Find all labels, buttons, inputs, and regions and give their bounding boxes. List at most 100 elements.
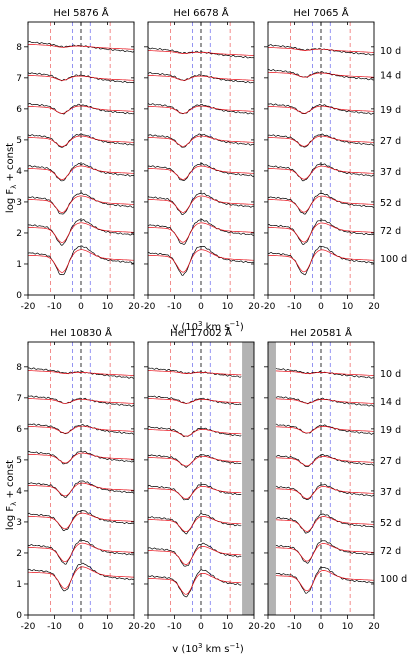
x-tick-label: 0 (78, 302, 84, 312)
y-axis-label-top: log Fλ + const (5, 143, 18, 213)
y-tick-label: 5 (16, 456, 22, 466)
model-spectrum (28, 249, 135, 273)
model-spectrum (275, 456, 374, 467)
x-tick-label: 10 (102, 622, 114, 632)
epoch-label: 10 d (380, 369, 401, 380)
y-tick-label: 0 (16, 611, 22, 621)
observed-spectrum (148, 133, 255, 148)
x-axis-label-sup-bottom: 3 (198, 642, 202, 650)
model-spectrum (275, 516, 374, 532)
observed-spectrum (147, 47, 255, 59)
model-spectrum (275, 543, 374, 562)
observed-spectrum (267, 245, 375, 276)
observed-spectrum (147, 569, 242, 598)
x-tick-label: -20 (141, 622, 156, 632)
model-spectrum (27, 135, 135, 147)
model-spectrum (267, 135, 375, 147)
observed-spectrum (27, 423, 135, 435)
epoch-label: 19 d (380, 105, 401, 116)
model-spectrum (27, 43, 134, 50)
model-spectrum (148, 546, 242, 565)
model-spectrum (147, 455, 242, 467)
epoch-label: 72 d (380, 546, 401, 557)
epoch-label: 14 d (380, 71, 401, 82)
y-tick-label: 4 (16, 167, 22, 177)
observed-spectrum (27, 480, 135, 498)
observed-spectrum (267, 193, 375, 215)
masked-region (242, 342, 254, 615)
model-spectrum (268, 71, 374, 78)
x-tick-label: 10 (222, 622, 234, 632)
model-spectrum (148, 572, 242, 595)
y-tick-label: 3 (16, 198, 22, 208)
y-tick-label: 2 (16, 229, 22, 239)
epoch-label: 100 d (380, 254, 407, 265)
model-spectrum (28, 566, 135, 589)
x-tick-label: 20 (368, 622, 380, 632)
y-axis-label-tail-bottom: + const (5, 460, 16, 502)
model-spectrum (268, 105, 374, 114)
observed-spectrum (147, 162, 255, 181)
model-spectrum (148, 75, 254, 81)
masked-region (268, 342, 276, 615)
observed-spectrum (27, 219, 135, 246)
x-tick-label: 10 (342, 622, 354, 632)
y-tick-label: 3 (16, 518, 22, 528)
model-spectrum (28, 398, 134, 404)
model-spectrum (28, 425, 134, 434)
panel-title: HeI 17002 Å (170, 326, 232, 339)
observed-spectrum (267, 133, 375, 148)
model-spectrum (28, 222, 134, 243)
epoch-label: 37 d (380, 487, 401, 498)
x-tick-label: -10 (287, 302, 302, 312)
y-tick-label: 6 (16, 425, 22, 435)
model-spectrum (148, 249, 255, 273)
x-axis-label-bottom: v (103 km s−1) (172, 642, 244, 655)
y-tick-label: 8 (16, 363, 22, 373)
model-spectrum (27, 165, 135, 180)
observed-spectrum (147, 367, 242, 378)
observed-spectrum (27, 562, 135, 592)
panel-0: HeI 5876 Å -20 -10 0 10 20 0 1 2 3 4 5 6 7 8 (16, 6, 140, 312)
x-tick-label: -10 (287, 622, 302, 632)
epoch-label: 100 d (380, 574, 407, 585)
y-axis-label-bottom: log Fλ + const (5, 460, 18, 530)
x-tick-label: 0 (198, 622, 204, 632)
y-tick-label: 8 (16, 43, 22, 53)
panel-title: HeI 10830 Å (50, 326, 112, 339)
model-spectrum (147, 370, 242, 376)
epoch-label: 72 d (380, 226, 401, 237)
observed-spectrum (27, 103, 135, 115)
x-tick-label: -20 (261, 302, 276, 312)
model-spectrum (275, 426, 374, 434)
epoch-label: 52 d (380, 198, 401, 209)
observed-spectrum (27, 395, 135, 407)
x-tick-label: 10 (102, 302, 114, 312)
model-spectrum (275, 398, 374, 404)
x-tick-label: 20 (128, 622, 140, 632)
x-tick-label: -10 (47, 302, 62, 312)
x-tick-label: 0 (78, 622, 84, 632)
observed-spectrum (27, 192, 135, 215)
observed-spectrum (147, 395, 242, 406)
y-axis-label-sub: λ (10, 185, 18, 189)
observed-spectrum (147, 192, 255, 215)
observed-spectrum (147, 512, 242, 535)
observed-spectrum (147, 542, 242, 567)
x-axis-label-tail: km s (202, 322, 229, 333)
y-tick-label: 1 (16, 260, 22, 270)
y-tick-label: 4 (16, 487, 22, 497)
x-tick-label: 0 (318, 622, 324, 632)
model-spectrum (147, 50, 254, 56)
model-spectrum (148, 398, 242, 404)
model-spectrum (27, 482, 135, 497)
y-axis-label-sub-bottom: λ (10, 502, 18, 506)
observed-spectrum (27, 245, 135, 276)
observed-spectrum (275, 566, 374, 594)
x-tick-label: -20 (21, 622, 36, 632)
observed-spectrum (275, 453, 374, 467)
model-spectrum (147, 135, 255, 147)
x-tick-label: -10 (47, 622, 62, 632)
x-tick-label: 20 (248, 622, 260, 632)
